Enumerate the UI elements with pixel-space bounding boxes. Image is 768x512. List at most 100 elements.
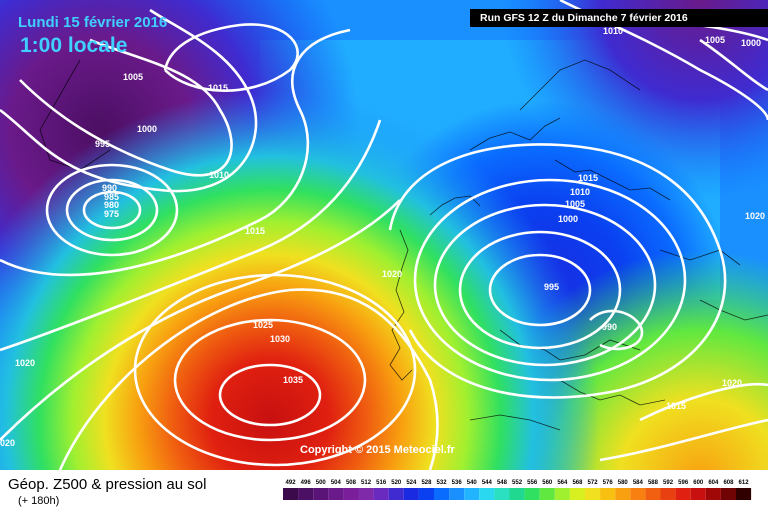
isobar-label: 020 [0, 438, 15, 448]
scale-swatch [403, 488, 419, 500]
isobar-label: 1010 [570, 187, 590, 197]
scale-tick-label: 524 [406, 480, 417, 486]
scale-swatch [600, 488, 616, 500]
isobar-label: 975 [104, 209, 119, 219]
scale-swatch [585, 488, 601, 500]
scale-tick-label: 528 [421, 480, 432, 486]
isobar-label: 1005 [705, 35, 725, 45]
scale-swatch [569, 488, 585, 500]
scale-swatch [464, 488, 480, 500]
scale-swatch [736, 488, 752, 500]
scale-swatch [720, 488, 736, 500]
scale-tick-label: 608 [723, 480, 734, 486]
isobar-label: 1000 [137, 124, 157, 134]
scale-swatch [705, 488, 721, 500]
scale-tick-label: 592 [663, 480, 674, 486]
scale-tick-label: 596 [678, 480, 689, 486]
scale-tick-label: 600 [693, 480, 704, 486]
legend-subtitle: (+ 180h) [18, 495, 60, 507]
scale-swatch [615, 488, 631, 500]
isobar-label: 1015 [578, 173, 598, 183]
scale-tick-label: 588 [648, 480, 659, 486]
isobar-label: 1015 [208, 83, 228, 93]
scale-swatch [358, 488, 374, 500]
scale-tick-label: 564 [557, 480, 568, 486]
scale-swatch [554, 488, 570, 500]
coastlines [39, 59, 768, 431]
scale-tick-label: 496 [301, 480, 312, 486]
isobar-label: 995 [544, 282, 559, 292]
azores-high-field [0, 0, 768, 470]
scale-swatch [373, 488, 389, 500]
scale-tick-label: 500 [316, 480, 327, 486]
scale-swatch [675, 488, 691, 500]
weather-map: 1005 1000 995 990 985 980 975 1015 1010 … [0, 0, 768, 470]
forecast-time: 1:00 locale [20, 34, 128, 57]
scale-tick-label: 580 [618, 480, 629, 486]
scale-swatch [283, 488, 299, 500]
isobar-labels: 1005 1000 995 990 985 980 975 1015 1010 … [0, 26, 765, 448]
scale-tick-label: 492 [286, 480, 297, 486]
color-scale: 492 496 500 504 508 512 516 520 524 528 532 536 540 5… [283, 480, 752, 500]
isobar-label: 1005 [123, 72, 143, 82]
isobar-label: 1010 [209, 170, 229, 180]
run-info: Run GFS 12 Z du Dimanche 7 février 2016 [470, 9, 768, 27]
scale-tick-label: 572 [588, 480, 599, 486]
scale-tick-label: 560 [542, 480, 553, 486]
scale-swatch [630, 488, 646, 500]
forecast-date: Lundi 15 février 2016 [18, 14, 168, 31]
scale-swatch [539, 488, 555, 500]
isobar-label: 1015 [666, 401, 686, 411]
scale-swatch [524, 488, 540, 500]
isobars [0, 0, 768, 470]
scale-tick-label: 584 [633, 480, 644, 486]
scale-tick-label: 612 [739, 480, 750, 486]
legend-title: Géop. Z500 & pression au sol [8, 476, 207, 493]
scale-tick-label: 504 [331, 480, 342, 486]
scale-tick-label: 540 [467, 480, 478, 486]
scale-tick-label: 548 [497, 480, 508, 486]
isobar-label: 1030 [270, 334, 290, 344]
scale-tick-label: 568 [572, 480, 583, 486]
scale-swatch [690, 488, 706, 500]
scale-tick-label: 532 [437, 480, 448, 486]
scale-swatch [418, 488, 434, 500]
scale-swatch [328, 488, 344, 500]
isobar-label: 980 [104, 200, 119, 210]
scale-swatch [479, 488, 495, 500]
scale-tick-label: 552 [512, 480, 523, 486]
scale-swatch [313, 488, 329, 500]
isobar-label: 1020 [15, 358, 35, 368]
isobar-label: 1000 [558, 214, 578, 224]
copyright: Copyright © 2015 Meteociel.fr [300, 444, 455, 456]
isobar-label: 995 [95, 139, 110, 149]
scale-swatch [449, 488, 465, 500]
isobar-label: 1035 [283, 375, 303, 385]
scale-swatch [343, 488, 359, 500]
scale-tick-label: 576 [603, 480, 614, 486]
scale-tick-label: 508 [346, 480, 357, 486]
isobar-label: 1020 [382, 269, 402, 279]
legend-panel: Géop. Z500 & pression au sol (+ 180h) 49… [0, 470, 768, 512]
scale-tick-label: 520 [391, 480, 402, 486]
isobar-label: 990 [602, 322, 617, 332]
isobar-label: 1005 [565, 199, 585, 209]
scale-tick-label: 516 [376, 480, 387, 486]
scale-tick-label: 604 [708, 480, 719, 486]
scale-swatch [388, 488, 404, 500]
isobar-label: 1015 [245, 226, 265, 236]
scale-swatch [434, 488, 450, 500]
isobar-label: 1010 [603, 26, 623, 36]
scale-tick-label: 536 [452, 480, 463, 486]
isobar-label: 985 [104, 192, 119, 202]
isobar-label: 1025 [253, 320, 273, 330]
scale-swatch [298, 488, 314, 500]
isobar-label: 1000 [741, 38, 761, 48]
scale-swatch [645, 488, 661, 500]
scale-tick-label: 512 [361, 480, 372, 486]
scale-swatch [509, 488, 525, 500]
isobar-label: 1020 [722, 378, 742, 388]
scale-swatch [494, 488, 510, 500]
isobar-label: 1020 [745, 211, 765, 221]
scale-swatch [660, 488, 676, 500]
